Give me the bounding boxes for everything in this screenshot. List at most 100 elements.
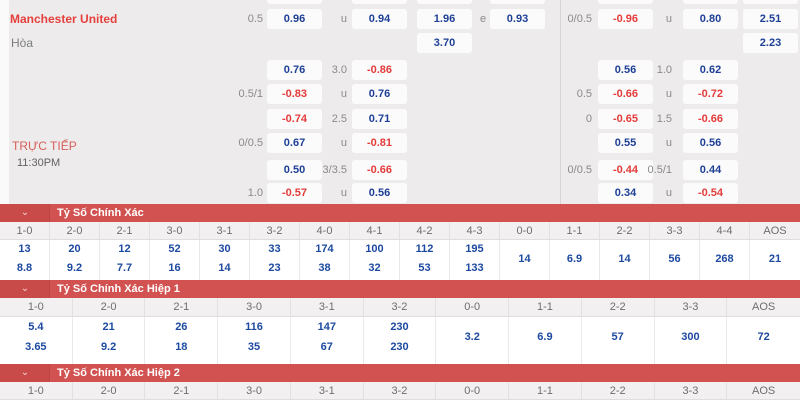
odds-value-button[interactable]: -0.66 [352,160,407,180]
score-odds-value[interactable]: 116 [245,321,263,333]
score-odds-value[interactable]: 8.8 [16,262,33,274]
odds-value-button[interactable]: 2.23 [743,33,798,53]
odds-value-button[interactable]: 0.56 [683,133,738,153]
collapse-toggle[interactable]: ⌄ [0,280,50,298]
score-odds-cell[interactable]: 3.2 [436,317,510,364]
score-odds-cell[interactable]: 300 [655,317,728,364]
odds-value-button[interactable]: 0.34 [598,183,653,203]
odds-value-button[interactable]: -0.66 [683,109,738,129]
score-odds-cell[interactable]: 230 230 [364,317,437,364]
score-odds-value[interactable]: 9.2 [66,262,83,274]
score-odds-cell[interactable]: 72 [727,317,800,364]
odds-value-button[interactable]: 0.55 [598,133,653,153]
correct-score-ft-banner[interactable]: ⌄ Tỷ Số Chính Xác [0,204,800,222]
odds-value-button[interactable]: 0.62 [683,60,738,80]
odds-box-partial[interactable] [417,0,472,4]
odds-value-button[interactable]: 0.50 [267,160,322,180]
score-odds-value[interactable]: 14 [518,252,531,265]
odds-value-button[interactable]: -0.65 [598,109,653,129]
score-odds-cell[interactable]: 14 [500,240,550,280]
score-odds-value[interactable]: 5.4 [28,321,44,333]
odds-box-partial[interactable] [490,0,545,4]
odds-box-partial[interactable] [598,0,653,4]
odds-value-button[interactable]: -0.44 [598,160,653,180]
score-odds-value[interactable]: 112 [415,243,434,255]
odds-value-button[interactable]: 3.70 [417,33,472,53]
odds-box-partial[interactable] [683,0,738,4]
odds-value-button[interactable]: 0.76 [352,84,407,104]
odds-value-button[interactable]: 0.94 [352,9,407,29]
odds-box-partial[interactable] [743,0,798,4]
score-odds-value[interactable]: 14 [218,262,231,274]
score-odds-value[interactable]: 53 [418,262,431,274]
score-odds-value[interactable]: 133 [465,262,484,274]
score-odds-cell[interactable]: 21 [750,240,800,280]
score-odds-cell[interactable]: 12 7.7 [100,240,150,280]
score-odds-cell[interactable]: 6.9 [550,240,600,280]
score-odds-value[interactable]: 3.2 [464,331,480,343]
score-odds-value[interactable]: 6.9 [566,252,583,265]
score-odds-cell[interactable]: 116 35 [218,317,291,364]
score-odds-value[interactable]: 67 [320,341,333,353]
score-odds-cell[interactable]: 56 [650,240,700,280]
odds-value-button[interactable]: -0.86 [352,60,407,80]
score-odds-value[interactable]: 100 [365,243,384,255]
odds-value-button[interactable]: 0.80 [683,9,738,29]
score-odds-value[interactable]: 268 [715,252,734,265]
score-odds-cell[interactable]: 57 [582,317,655,364]
odds-value-button[interactable]: 0.76 [267,60,322,80]
score-odds-value[interactable]: 12 [118,243,131,255]
odds-value-button[interactable]: -0.96 [598,9,653,29]
odds-value-button[interactable]: 0.96 [267,9,322,29]
score-odds-cell[interactable]: 30 14 [200,240,250,280]
score-odds-value[interactable]: 14 [618,252,631,265]
score-odds-value[interactable]: 57 [611,331,624,343]
score-odds-value[interactable]: 174 [315,243,334,255]
score-odds-value[interactable]: 26 [175,321,188,333]
score-odds-value[interactable]: 20 [68,243,81,255]
odds-value-button[interactable]: 0.67 [267,133,322,153]
score-odds-cell[interactable]: 21 9.2 [73,317,146,364]
odds-value-button[interactable]: -0.66 [598,84,653,104]
score-odds-cell[interactable]: 174 38 [300,240,350,280]
score-odds-value[interactable]: 23 [268,262,281,274]
score-odds-cell[interactable]: 6.9 [509,317,582,364]
odds-box-partial[interactable] [352,0,407,4]
odds-value-button[interactable]: -0.54 [683,183,738,203]
odds-value-button[interactable]: -0.74 [267,109,322,129]
odds-value-button[interactable]: -0.83 [267,84,322,104]
score-odds-value[interactable]: 7.7 [116,262,133,274]
odds-value-button[interactable]: 0.44 [683,160,738,180]
score-odds-value[interactable]: 300 [681,331,700,343]
score-odds-cell[interactable]: 52 16 [150,240,200,280]
score-odds-cell[interactable]: 26 18 [145,317,219,364]
odds-value-button[interactable]: 1.96 [417,9,472,29]
score-odds-cell[interactable]: 13 8.8 [0,240,50,280]
score-odds-value[interactable]: 3.65 [25,341,47,353]
score-odds-value[interactable]: 230 [390,341,409,353]
odds-value-button[interactable]: -0.72 [683,84,738,104]
odds-value-button[interactable]: 0.56 [352,183,407,203]
score-odds-value[interactable]: 30 [218,243,231,255]
odds-value-button[interactable]: 0.71 [352,109,407,129]
score-odds-value[interactable]: 72 [757,331,770,343]
odds-value-button[interactable]: 0.93 [490,9,545,29]
score-odds-cell[interactable]: 20 9.2 [50,240,100,280]
score-odds-value[interactable]: 32 [368,262,381,274]
score-odds-value[interactable]: 13 [18,243,31,255]
score-odds-value[interactable]: 38 [318,262,331,274]
score-odds-value[interactable]: 16 [168,262,181,274]
score-odds-value[interactable]: 56 [668,252,681,265]
correct-score-1h-banner[interactable]: ⌄ Tỷ Số Chính Xác Hiệp 1 [0,280,800,298]
correct-score-2h-banner[interactable]: ⌄ Tỷ Số Chính Xác Hiệp 2 [0,364,800,382]
collapse-toggle[interactable]: ⌄ [0,364,50,382]
score-odds-value[interactable]: 6.9 [537,331,553,343]
score-odds-cell[interactable]: 14 [600,240,650,280]
score-odds-value[interactable]: 21 [102,321,115,333]
score-odds-cell[interactable]: 5.4 3.65 [0,317,73,364]
score-odds-cell[interactable]: 33 23 [250,240,300,280]
score-odds-value[interactable]: 9.2 [100,341,117,353]
score-odds-cell[interactable]: 195 133 [450,240,500,280]
odds-value-button[interactable]: -0.81 [352,133,407,153]
score-odds-cell[interactable]: 268 [700,240,750,280]
